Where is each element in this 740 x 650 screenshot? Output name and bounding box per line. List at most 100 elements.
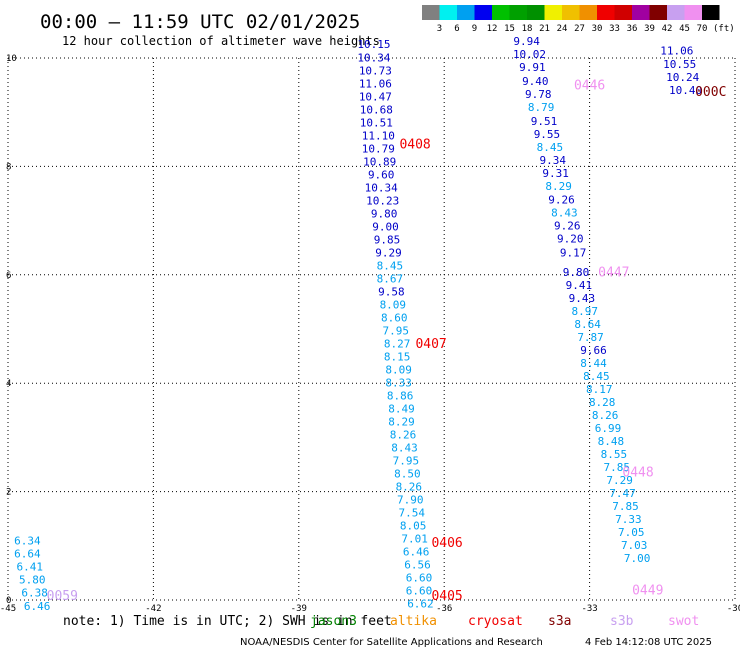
wave-height-label: 9.34: [540, 154, 567, 167]
colorbar-tick-label: 70: [697, 24, 708, 34]
wave-height-label: 8.48: [598, 435, 625, 448]
wave-height-label: 7.01: [401, 533, 428, 546]
wave-height-label: 8.29: [388, 415, 415, 428]
y-tick-label: 4: [6, 379, 11, 389]
wave-height-label: 9.31: [542, 167, 569, 180]
wave-height-label: 8.33: [385, 376, 412, 389]
y-tick-label: 0: [6, 596, 11, 606]
wave-height-label: 10.34: [365, 181, 398, 194]
wave-height-label: 10.73: [359, 64, 392, 77]
wave-height-label: 9.29: [375, 246, 402, 259]
pass-time-label: 000C: [695, 85, 726, 100]
wave-height-label: 8.17: [586, 383, 613, 396]
wave-height-label: 8.45: [377, 259, 404, 272]
colorbar-swatch: [579, 5, 597, 20]
wave-height-label: 10.55: [663, 58, 696, 71]
pass-time-label: 0449: [632, 584, 663, 599]
wave-height-label: 6.62: [407, 598, 434, 611]
wave-height-label: 7.95: [393, 455, 420, 468]
wave-height-label: 7.95: [382, 324, 409, 337]
wave-height-label: 7.87: [577, 331, 604, 344]
wave-height-label: 9.43: [569, 292, 596, 305]
colorbar-tick-label: 33: [609, 24, 620, 34]
wave-height-label: 8.43: [391, 441, 418, 454]
satellite-legend-entry: swot: [668, 614, 699, 629]
wave-height-label: 11.10: [362, 129, 395, 142]
wave-height-label: 6.60: [406, 572, 433, 585]
wave-height-label: 8.64: [574, 318, 601, 331]
colorbar-swatch: [667, 5, 685, 20]
wave-height-label: 8.60: [381, 311, 408, 324]
wave-height-label: 7.47: [609, 487, 636, 500]
colorbar-legend: 3 6 9 12 15 18 21 24 27 30 33 36 39 42 45 70: [422, 5, 720, 34]
y-tick-label: 2: [6, 488, 11, 498]
wave-height-label: 8.29: [545, 180, 572, 193]
wave-height-label: 6.41: [17, 561, 44, 574]
wave-height-label: 8.43: [551, 206, 578, 219]
satellite-legend-entry: altika: [390, 614, 437, 629]
wave-height-label: 11.06: [660, 45, 693, 58]
footer-note: note: 1) Time is in UTC; 2) SWH is in fe…: [63, 614, 392, 629]
wave-height-label: 8.15: [384, 350, 411, 363]
colorbar-unit: (ft): [713, 24, 735, 34]
colorbar-tick-label: 12: [487, 24, 498, 34]
colorbar-swatch: [649, 5, 667, 20]
wave-height-label: 8.26: [396, 481, 423, 494]
x-tick-label: -39: [291, 604, 307, 614]
wave-height-label: 8.67: [377, 272, 404, 285]
x-tick-label: -45: [0, 604, 16, 614]
wave-height-label: 9.66: [580, 344, 607, 357]
wave-height-label: 6.46: [403, 546, 430, 559]
wave-height-label: 10.34: [357, 51, 390, 64]
pass-time-label: 0059: [47, 589, 78, 604]
wave-height-label: 10.15: [357, 38, 390, 51]
pass-time-label: 0408: [399, 138, 430, 153]
wave-height-label: 10.47: [359, 90, 392, 103]
wave-height-label: 9.80: [371, 207, 398, 220]
colorbar-tick-label: 21: [539, 24, 550, 34]
wave-height-label: 10.51: [360, 116, 393, 129]
colorbar-swatch: [702, 5, 720, 20]
colorbar-swatch: [457, 5, 475, 20]
chart-title: 00:00 – 11:59 UTC 02/01/2025: [40, 11, 360, 33]
wave-height-label: 8.26: [390, 428, 417, 441]
wave-height-label: 8.45: [583, 370, 610, 383]
colorbar-swatch: [684, 5, 702, 20]
wave-height-label: 8.27: [384, 337, 411, 350]
y-tick-label: 6: [6, 271, 11, 281]
wave-height-label: 10.40: [669, 84, 702, 97]
wave-height-label: 10.79: [362, 142, 395, 155]
wave-height-label: 7.54: [398, 507, 425, 520]
pass-time-label: 0407: [415, 337, 446, 352]
wave-height-label: 8.79: [528, 101, 555, 114]
wave-height-label: 8.97: [572, 305, 599, 318]
colorbar-swatch: [562, 5, 580, 20]
wave-height-label: 10.23: [366, 194, 399, 207]
x-tick-label: -30: [727, 604, 740, 614]
wave-height-label: 9.78: [525, 88, 552, 101]
wave-height-label: 8.55: [601, 448, 628, 461]
wave-height-label: 9.58: [378, 285, 405, 298]
wave-height-label: 8.09: [380, 298, 407, 311]
colorbar-tick-label: 27: [574, 24, 585, 34]
colorbar-swatch: [597, 5, 615, 20]
colorbar-tick-label: 45: [679, 24, 690, 34]
wave-height-label: 8.49: [388, 402, 415, 415]
wave-height-label: 8.26: [592, 409, 619, 422]
footer-credit: NOAA/NESDIS Center for Satellite Applica…: [240, 637, 543, 648]
x-tick-label: -42: [145, 604, 161, 614]
wave-height-label: 6.99: [595, 422, 622, 435]
colorbar-tick-label: 18: [522, 24, 533, 34]
wave-height-label: 9.60: [368, 168, 395, 181]
colorbar-swatch: [527, 5, 545, 20]
wave-height-label: 9.51: [531, 115, 558, 128]
wave-height-label: 9.40: [522, 75, 549, 88]
wave-height-label: 9.55: [534, 128, 561, 141]
wave-height-label: 8.45: [537, 141, 564, 154]
wave-height-label: 6.60: [406, 585, 433, 598]
wave-height-label: 10.02: [513, 48, 546, 61]
colorbar-swatch: [439, 5, 457, 20]
wave-height-label: 9.17: [560, 246, 587, 259]
wave-height-label: 9.26: [548, 193, 575, 206]
